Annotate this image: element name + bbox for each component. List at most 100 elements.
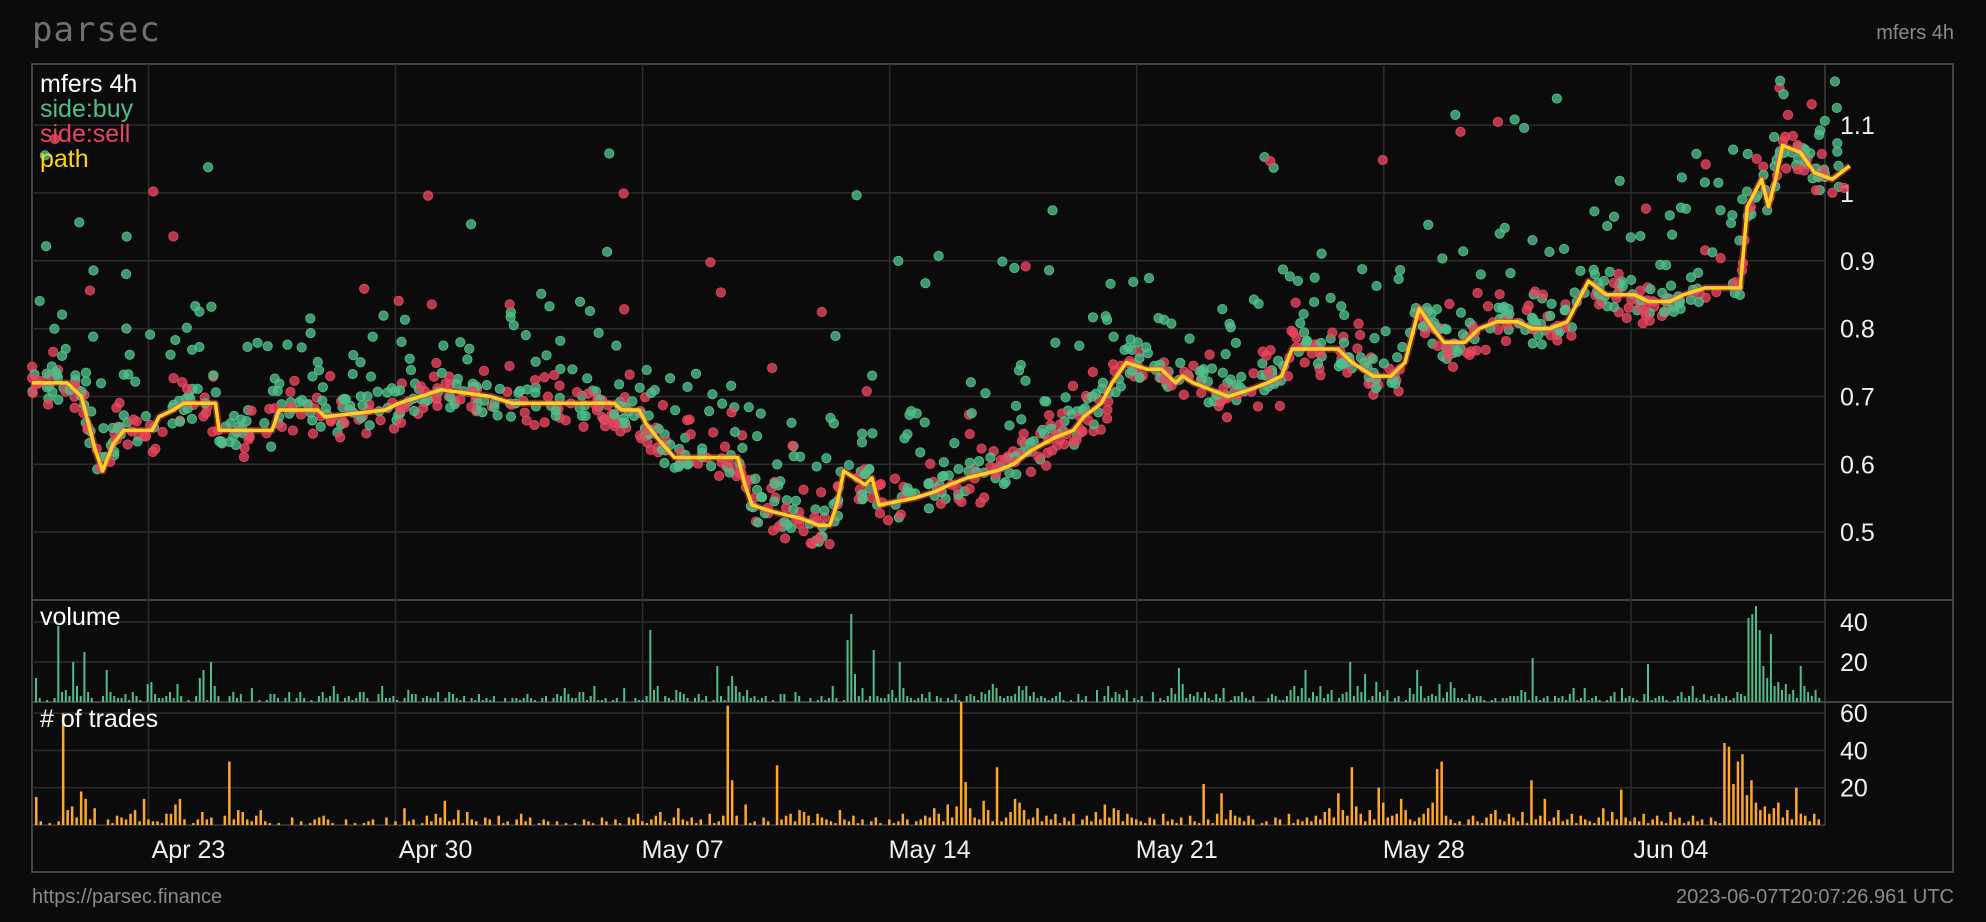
sell-trade-point	[708, 427, 719, 438]
volume-bar	[738, 692, 741, 702]
volume-bar	[478, 694, 480, 702]
sell-trade-point	[1715, 253, 1726, 264]
buy-trade-point	[843, 459, 855, 471]
buy-trade-point	[404, 353, 415, 364]
sell-trade-point	[861, 386, 872, 397]
y-tick-label: 20	[1840, 775, 1868, 803]
trades-bar	[165, 813, 168, 825]
sell-trade-point	[239, 442, 250, 454]
trades-bar	[1220, 793, 1223, 825]
buy-trade-point	[1380, 326, 1391, 337]
volume-bar	[1431, 694, 1434, 702]
volume-bar	[947, 698, 950, 702]
trades-bar	[1162, 813, 1165, 825]
trades-bar	[394, 821, 397, 825]
buy-trade-point	[145, 329, 156, 340]
buy-trade-point	[1357, 264, 1368, 275]
trades-bar	[1642, 813, 1645, 825]
buy-trade-point	[620, 418, 631, 429]
buy-trade-point	[1737, 194, 1748, 205]
trades-bar	[259, 810, 262, 825]
trades-bar	[1687, 821, 1690, 825]
volume-bar	[217, 696, 220, 702]
buy-trade-point	[47, 387, 58, 398]
trades-bar	[183, 819, 186, 825]
volume-bar	[269, 694, 272, 702]
buy-trade-point	[1778, 89, 1789, 100]
buy-trade-point	[88, 265, 99, 276]
volume-bar	[1021, 690, 1024, 702]
volume-bar	[1326, 694, 1329, 702]
volume-bar	[1017, 686, 1020, 702]
buy-trade-point	[1635, 230, 1646, 242]
buy-trade-point	[933, 250, 944, 262]
volume-bar	[533, 700, 536, 702]
buy-trade-point	[242, 341, 253, 352]
volume-bar	[1312, 692, 1314, 702]
sell-trade-point	[148, 186, 159, 197]
volume-bar	[1706, 700, 1709, 702]
buy-trade-point	[1041, 396, 1052, 407]
trades-bar	[1696, 821, 1699, 825]
buy-trade-point	[1626, 274, 1637, 286]
buy-trade-point	[1707, 247, 1718, 258]
trades-bar	[277, 823, 280, 825]
buy-trade-point	[923, 503, 934, 514]
volume-bar	[749, 698, 752, 702]
volume-bar	[656, 686, 659, 702]
buy-trade-point	[1519, 122, 1530, 134]
trades-bar	[452, 819, 456, 825]
trades-bar	[1197, 823, 1201, 825]
buy-trade-point	[1680, 203, 1692, 214]
volume-bar	[1222, 688, 1225, 702]
volume-bar	[150, 682, 153, 702]
volume-bar	[1230, 700, 1233, 702]
volume-bar	[332, 686, 335, 702]
volume-bar	[72, 662, 75, 702]
buy-trade-point	[1545, 310, 1556, 321]
trades-bar	[784, 815, 788, 825]
sell-trade-point	[600, 421, 611, 432]
sell-trade-point	[177, 377, 188, 388]
buy-trade-point	[1123, 342, 1134, 353]
trades-bar	[1637, 821, 1641, 825]
sell-trade-point	[1623, 302, 1634, 313]
volume-bar	[444, 698, 447, 702]
trades-bar	[1579, 815, 1582, 825]
trades-bar	[1206, 819, 1210, 825]
buy-trade-point	[938, 457, 949, 468]
volume-bar	[1457, 698, 1460, 702]
sell-trade-point	[1700, 159, 1711, 170]
trades-bar	[1745, 795, 1749, 825]
trades-bar	[353, 823, 357, 825]
buy-trade-point	[262, 341, 273, 352]
sell-trade-point	[478, 365, 490, 376]
volume-bar	[679, 692, 682, 702]
trades-bar	[1328, 808, 1331, 825]
volume-bar	[1003, 698, 1005, 702]
volume-bar	[857, 696, 860, 702]
sell-trade-point	[767, 362, 778, 374]
volume-bar	[1297, 696, 1300, 702]
sell-trade-point	[895, 509, 906, 520]
trades-bar	[371, 819, 375, 825]
volume-bar	[1769, 634, 1772, 702]
buy-trade-point	[1301, 335, 1313, 346]
volume-bar	[723, 700, 726, 702]
y-tick-label: 0.5	[1840, 519, 1875, 547]
volume-bar	[1207, 698, 1210, 702]
trades-bar	[1440, 761, 1443, 825]
volume-bar	[1676, 696, 1679, 702]
volume-bar	[798, 696, 801, 702]
sell-trade-point	[1020, 261, 1031, 272]
volume-bar	[593, 686, 596, 702]
sell-trade-point	[49, 133, 60, 145]
volume-bar	[727, 686, 730, 702]
sell-trade-point	[719, 441, 731, 452]
trades-bar	[1233, 815, 1237, 825]
trades-bar	[1211, 823, 1214, 825]
buy-trade-point	[1608, 301, 1620, 313]
trades-bar	[847, 821, 851, 825]
footer-url[interactable]: https://parsec.finance	[32, 886, 223, 908]
trades-bar	[488, 819, 491, 825]
